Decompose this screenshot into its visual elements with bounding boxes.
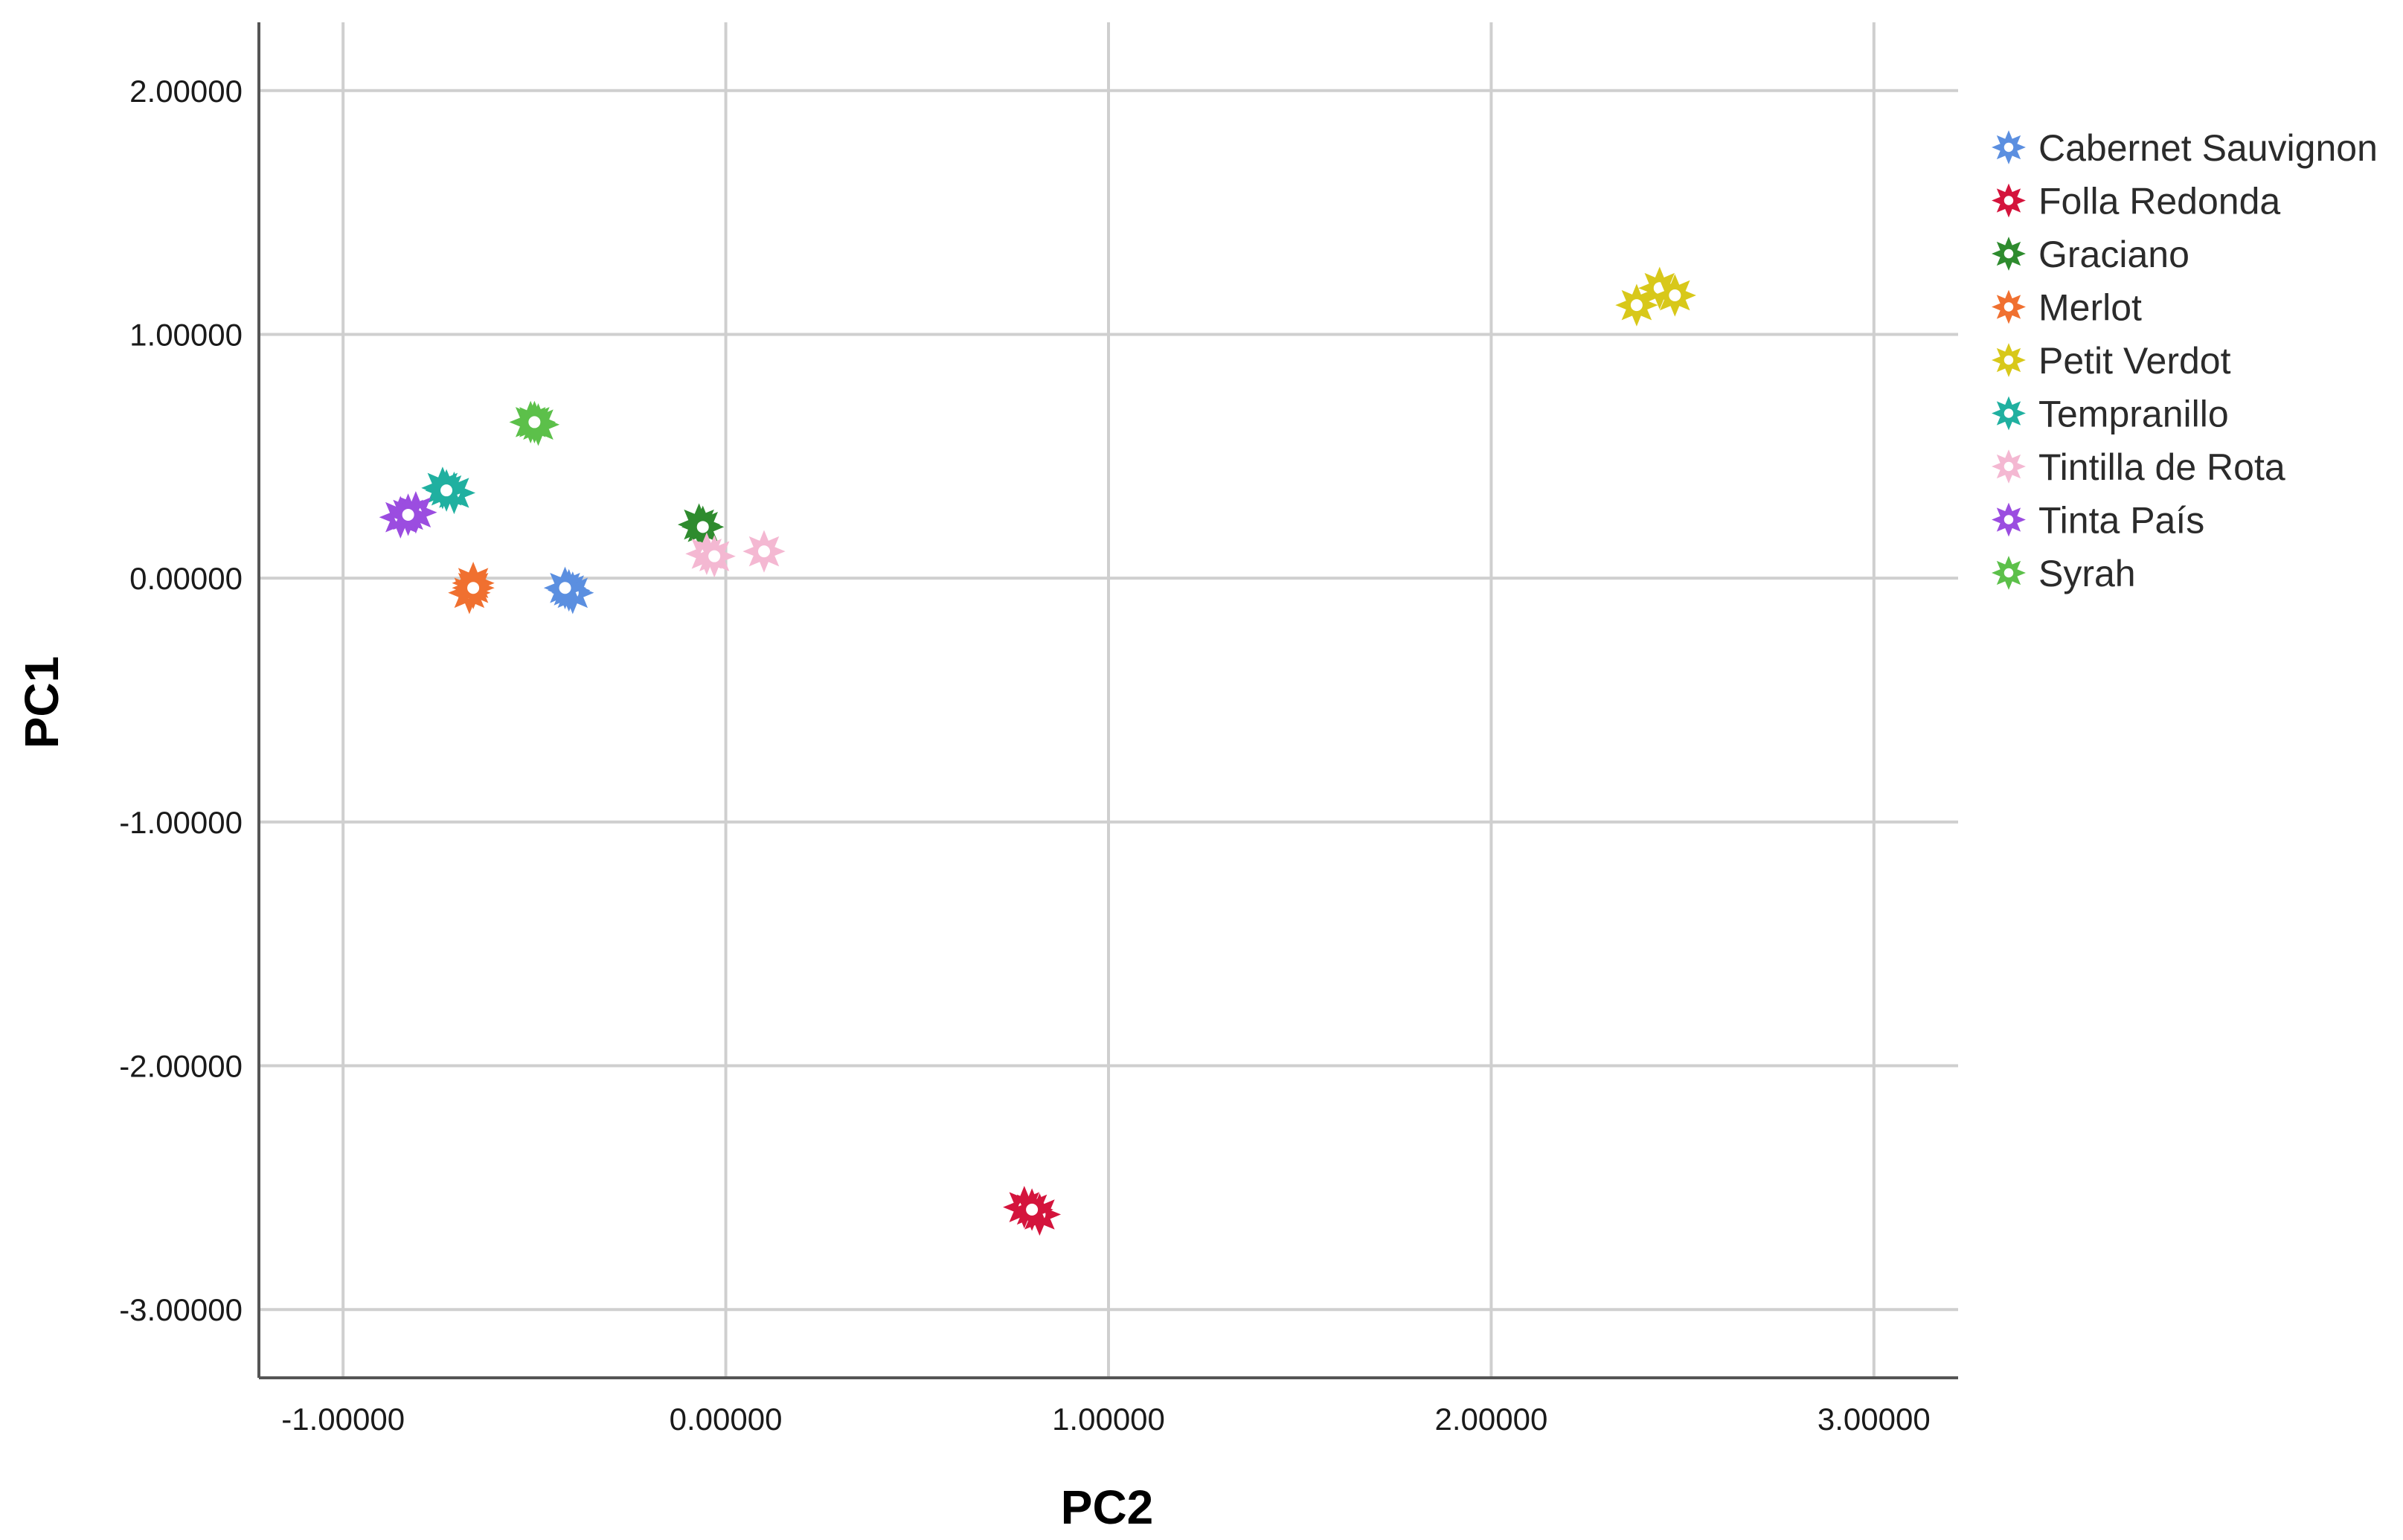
x-tick-label: -1.00000 bbox=[281, 1402, 405, 1437]
data-points bbox=[379, 266, 1696, 1236]
legend-marker-icon bbox=[1992, 396, 2026, 431]
x-tick-label: 1.00000 bbox=[1052, 1402, 1165, 1437]
y-tick-label: 2.00000 bbox=[129, 74, 243, 109]
data-point bbox=[742, 530, 786, 573]
legend-label: Tintilla de Rota bbox=[2038, 446, 2285, 488]
legend-marker-icon bbox=[1992, 237, 2026, 271]
data-point bbox=[452, 566, 495, 609]
y-tick-label: 0.00000 bbox=[129, 561, 243, 596]
legend-marker-icon bbox=[1992, 449, 2026, 484]
legend-label: Cabernet Sauvignon bbox=[2038, 127, 2378, 169]
legend: Cabernet Sauvignon Folla Redonda Graciano M… bbox=[1992, 127, 2378, 594]
data-point bbox=[543, 566, 587, 609]
legend-marker-icon bbox=[1992, 289, 2026, 324]
legend-label: Graciano bbox=[2038, 234, 2189, 275]
x-axis-title: PC2 bbox=[1061, 1480, 1154, 1534]
data-point bbox=[1653, 274, 1696, 317]
y-tick-label: -2.00000 bbox=[119, 1049, 243, 1084]
data-point bbox=[693, 535, 736, 578]
y-axis-title: PC1 bbox=[15, 656, 68, 749]
legend-marker-icon bbox=[1992, 556, 2026, 590]
legend-marker-icon bbox=[1992, 343, 2026, 377]
data-point bbox=[513, 400, 556, 444]
y-tick-label: 1.00000 bbox=[129, 317, 243, 352]
legend-label: Tinta País bbox=[2038, 500, 2204, 542]
x-tick-label: 3.00000 bbox=[1818, 1402, 1931, 1437]
axes bbox=[257, 22, 1958, 1379]
legend-marker-icon bbox=[1992, 183, 2026, 218]
x-tick-label: 2.00000 bbox=[1435, 1402, 1548, 1437]
grid bbox=[259, 22, 1958, 1378]
y-tick-label: -3.00000 bbox=[119, 1292, 243, 1327]
legend-marker-icon bbox=[1992, 130, 2026, 164]
tick-labels: -1.00000 0.00000 1.00000 2.00000 3.00000 2.00… bbox=[119, 74, 1931, 1437]
legend-label: Merlot bbox=[2038, 287, 2142, 329]
data-point bbox=[425, 469, 468, 512]
data-point bbox=[1615, 283, 1658, 327]
legend-label: Syrah bbox=[2038, 553, 2136, 594]
data-point bbox=[386, 493, 430, 536]
legend-marker-icon bbox=[1992, 502, 2026, 537]
data-point bbox=[1010, 1188, 1053, 1231]
legend-label: Tempranillo bbox=[2038, 394, 2229, 435]
x-tick-label: 0.00000 bbox=[670, 1402, 783, 1437]
legend-label: Petit Verdot bbox=[2038, 340, 2231, 382]
legend-label: Folla Redonda bbox=[2038, 181, 2280, 222]
y-tick-label: -1.00000 bbox=[119, 805, 243, 840]
